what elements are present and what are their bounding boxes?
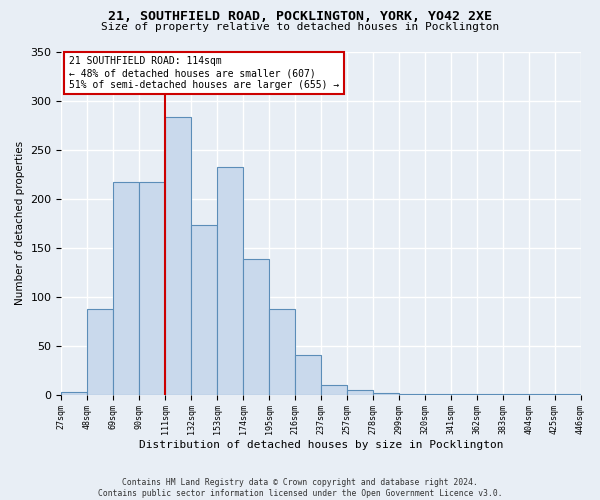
Bar [295,356,321,395]
Bar [61,392,88,394]
Y-axis label: Number of detached properties: Number of detached properties [15,141,25,305]
Bar [321,385,347,394]
X-axis label: Distribution of detached houses by size in Pocklington: Distribution of detached houses by size … [139,440,503,450]
Text: Contains HM Land Registry data © Crown copyright and database right 2024.
Contai: Contains HM Land Registry data © Crown c… [98,478,502,498]
Bar [243,260,269,394]
Bar [165,117,191,394]
Bar [347,390,373,394]
Bar [113,182,139,394]
Text: Size of property relative to detached houses in Pocklington: Size of property relative to detached ho… [101,22,499,32]
Bar [191,225,217,394]
Bar [88,310,113,394]
Bar [373,393,399,394]
Bar [139,182,165,394]
Text: 21, SOUTHFIELD ROAD, POCKLINGTON, YORK, YO42 2XE: 21, SOUTHFIELD ROAD, POCKLINGTON, YORK, … [108,10,492,23]
Bar [269,310,295,394]
Text: 21 SOUTHFIELD ROAD: 114sqm
← 48% of detached houses are smaller (607)
51% of sem: 21 SOUTHFIELD ROAD: 114sqm ← 48% of deta… [69,56,340,90]
Bar [217,167,243,394]
